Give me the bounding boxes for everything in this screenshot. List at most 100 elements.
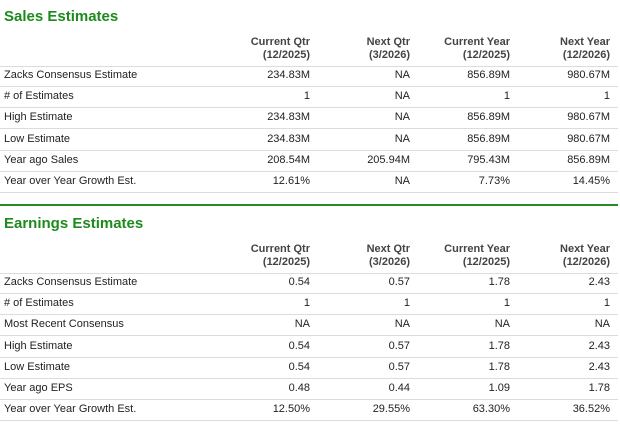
row-rule <box>0 377 618 379</box>
value-cell: 0.54 <box>288 360 310 373</box>
value-cell: 0.57 <box>388 276 410 288</box>
column-header: Current Year <box>444 36 510 48</box>
value-cell: 1.78 <box>488 360 510 373</box>
value-cell: 1.09 <box>488 382 510 394</box>
value-cell: NA <box>394 111 410 124</box>
value-cell: NA <box>394 175 410 187</box>
section-divider <box>0 204 618 206</box>
value-cell: 29.55% <box>372 403 410 416</box>
value-cell: 2.43 <box>588 360 610 373</box>
value-cell: 7.73% <box>478 175 510 187</box>
row-label: Year ago EPS <box>4 382 73 394</box>
value-cell: 234.83M <box>267 69 310 81</box>
value-cell: 2.43 <box>588 339 610 352</box>
row-label: Year ago Sales <box>4 153 79 166</box>
column-period: (12/2026) <box>562 49 610 61</box>
row-label: High Estimate <box>4 339 73 352</box>
value-cell: NA <box>594 318 610 331</box>
row-rule <box>0 420 618 422</box>
column-period: (12/2025) <box>262 49 310 61</box>
row-label: Low Estimate <box>4 360 71 373</box>
value-cell: NA <box>294 318 310 331</box>
value-cell: 12.50% <box>272 403 310 416</box>
row-label: Zacks Consensus Estimate <box>4 69 138 81</box>
value-cell: 12.61% <box>272 175 310 187</box>
row-rule <box>0 356 618 358</box>
row-label: # of Estimates <box>4 297 74 310</box>
value-cell: NA <box>394 69 410 81</box>
value-cell: 980.67M <box>567 132 610 145</box>
row-rule <box>0 314 618 316</box>
value-cell: 1.78 <box>488 339 510 352</box>
value-cell: 205.94M <box>367 153 410 166</box>
column-header: Current Qtr <box>250 243 310 255</box>
row-label: # of Estimates <box>4 90 74 103</box>
row-rule <box>0 192 618 193</box>
column-period: (3/2026) <box>369 256 410 268</box>
column-header: Next Qtr <box>366 36 410 48</box>
row-rule <box>0 399 618 400</box>
value-cell: NA <box>394 132 410 145</box>
value-cell: 1 <box>303 297 310 310</box>
value-cell: 36.52% <box>572 403 610 416</box>
value-cell: 14.45% <box>572 175 610 187</box>
value-cell: 234.83M <box>267 111 310 124</box>
column-period: (3/2026) <box>369 49 410 61</box>
value-cell: 1.78 <box>488 276 510 288</box>
row-label: Most Recent Consensus <box>4 318 124 331</box>
value-cell: 0.48 <box>288 382 310 394</box>
value-cell: 1 <box>503 90 510 103</box>
value-cell: 0.54 <box>288 276 310 288</box>
column-period: (12/2025) <box>462 256 510 268</box>
row-label: Year over Year Growth Est. <box>4 403 137 416</box>
value-cell: 0.57 <box>388 339 410 352</box>
value-cell: 0.57 <box>388 360 410 373</box>
value-cell: 1 <box>303 90 310 103</box>
value-cell: 1 <box>503 297 510 310</box>
value-cell: NA <box>394 90 410 103</box>
column-header: Next Year <box>560 36 610 48</box>
value-cell: 2.43 <box>588 276 610 288</box>
row-label: Year over Year Growth Est. <box>4 175 137 187</box>
column-period: (12/2025) <box>262 256 310 268</box>
value-cell: 1 <box>603 297 610 310</box>
value-cell: 208.54M <box>267 153 310 166</box>
row-label: High Estimate <box>4 111 73 124</box>
row-rule <box>0 335 618 337</box>
value-cell: NA <box>494 318 510 331</box>
value-cell: 856.89M <box>467 132 510 145</box>
value-cell: 980.67M <box>567 111 610 124</box>
value-cell: 980.67M <box>567 69 610 81</box>
value-cell: 0.44 <box>388 382 410 394</box>
column-header: Current Year <box>444 243 510 255</box>
header-rule <box>0 273 618 274</box>
column-header: Current Qtr <box>250 36 310 48</box>
row-label: Zacks Consensus Estimate <box>4 276 138 288</box>
value-cell: 0.54 <box>288 339 310 352</box>
row-label: Low Estimate <box>4 132 71 145</box>
value-cell: 1 <box>403 297 410 310</box>
value-cell: 795.43M <box>467 153 510 166</box>
value-cell: 1.78 <box>588 382 610 394</box>
row-rule <box>0 170 618 172</box>
column-period: (12/2025) <box>462 49 510 61</box>
header-rule <box>0 66 618 67</box>
row-rule <box>0 293 618 294</box>
section-title: Earnings Estimates <box>4 215 144 232</box>
value-cell: 63.30% <box>472 403 510 416</box>
value-cell: NA <box>394 318 410 331</box>
value-cell: 234.83M <box>267 132 310 145</box>
column-period: (12/2026) <box>562 256 610 268</box>
row-rule <box>0 149 618 151</box>
row-rule <box>0 86 618 87</box>
column-header: Next Year <box>560 243 610 255</box>
row-rule <box>0 107 618 109</box>
value-cell: 856.89M <box>567 153 610 166</box>
column-header: Next Qtr <box>366 243 410 255</box>
value-cell: 1 <box>603 90 610 103</box>
value-cell: 856.89M <box>467 69 510 81</box>
section-title: Sales Estimates <box>4 8 119 25</box>
